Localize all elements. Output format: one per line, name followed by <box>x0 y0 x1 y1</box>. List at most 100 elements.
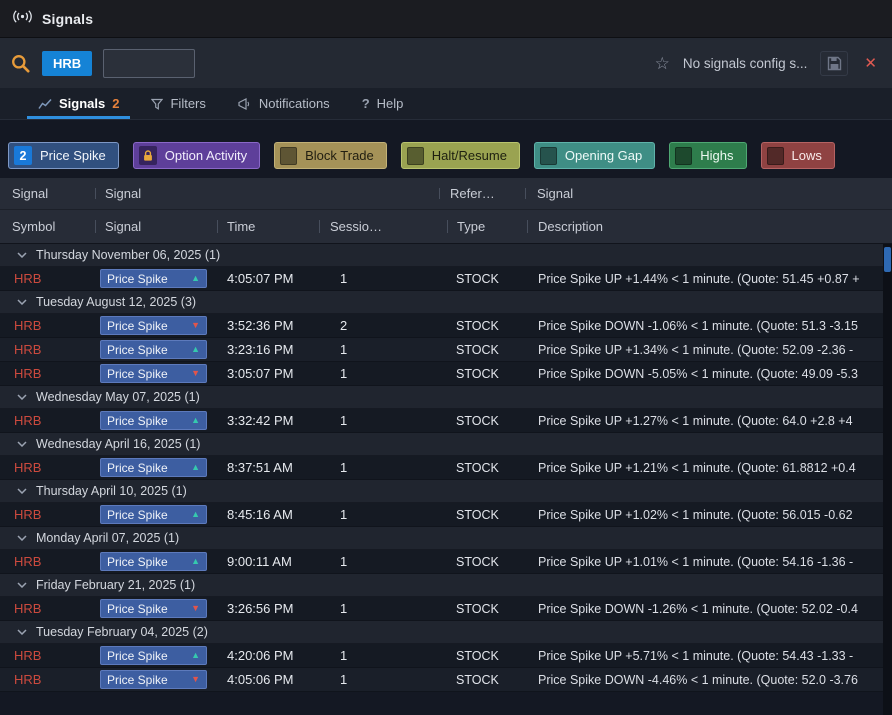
broadcast-icon <box>13 9 32 29</box>
signal-row[interactable]: HRB Price Spike ▼ 3:05:07 PM 1 STOCK Price Spi… <box>0 362 892 386</box>
tab-label: Help <box>376 96 404 111</box>
down-arrow-icon: ▼ <box>191 603 200 613</box>
filter-chip-label: Block Trade <box>305 148 374 163</box>
signal-cell: Price Spike ▼ <box>96 670 218 689</box>
tab-filters[interactable]: Filters <box>139 88 217 119</box>
signal-row[interactable]: HRB Price Spike ▲ 3:32:42 PM 1 STOCK Price Spi… <box>0 409 892 433</box>
group-header-cell[interactable]: Signal <box>0 178 96 209</box>
symbol-search-input[interactable] <box>103 48 196 78</box>
group-header-cell[interactable]: Signal <box>96 178 440 209</box>
toolbar-right: ☆ No signals config s... ✕ <box>654 50 882 76</box>
time-cell: 3:32:42 PM <box>227 413 294 428</box>
signal-chip-label: Price Spike <box>107 366 168 381</box>
chevron-down-icon[interactable] <box>17 252 27 258</box>
signal-chip[interactable]: Price Spike ▼ <box>100 599 207 618</box>
signal-cell: Price Spike ▲ <box>96 269 218 288</box>
signal-row[interactable]: HRB Price Spike ▲ 3:23:16 PM 1 STOCK Price Spi… <box>0 338 892 362</box>
down-arrow-icon: ▼ <box>191 368 200 378</box>
column-header-symbol[interactable]: Symbol <box>0 210 96 243</box>
chevron-down-icon[interactable] <box>17 488 27 494</box>
chevron-down-icon[interactable] <box>17 582 27 588</box>
chevron-down-icon[interactable] <box>17 441 27 447</box>
signal-row[interactable]: HRB Price Spike ▼ 3:52:36 PM 2 STOCK Price Spi… <box>0 314 892 338</box>
column-header-time[interactable]: Time <box>218 210 320 243</box>
signal-chip[interactable]: Price Spike ▲ <box>100 340 207 359</box>
filter-chip-option-activity[interactable]: Option Activity <box>132 142 261 169</box>
date-group-row[interactable]: Monday April 07, 2025 (1) <box>0 527 892 550</box>
type-cell: STOCK <box>456 507 499 522</box>
symbol-badge[interactable]: HRB <box>42 50 93 76</box>
chip-checkbox[interactable] <box>280 146 298 165</box>
save-button[interactable] <box>820 50 849 76</box>
signal-row[interactable]: HRB Price Spike ▼ 3:26:56 PM 1 STOCK Price Spi… <box>0 597 892 621</box>
config-status-text: No signals config s... <box>682 55 808 71</box>
date-group-row[interactable]: Wednesday May 07, 2025 (1) <box>0 386 892 409</box>
signal-chip[interactable]: Price Spike ▼ <box>100 670 207 689</box>
signal-row[interactable]: HRB Price Spike ▲ 8:37:51 AM 1 STOCK Price Spi… <box>0 456 892 480</box>
chevron-down-icon[interactable] <box>17 394 27 400</box>
chevron-down-icon[interactable] <box>17 535 27 541</box>
tab-bar: Signals 2 Filters Notifications ? Help <box>0 88 892 120</box>
date-group-row[interactable]: Friday February 21, 2025 (1) <box>0 574 892 597</box>
scrollbar[interactable] <box>883 244 892 715</box>
date-group-row[interactable]: Thursday November 06, 2025 (1) <box>0 244 892 267</box>
column-header-session[interactable]: Sessio… <box>320 210 448 243</box>
filter-chip-halt-resume[interactable]: Halt/Resume <box>400 142 520 169</box>
signal-cell: Price Spike ▲ <box>96 505 218 524</box>
description-cell: Price Spike UP +1.44% < 1 minute. (Quote… <box>538 271 860 286</box>
date-group-row[interactable]: Tuesday August 12, 2025 (3) <box>0 291 892 314</box>
scrollbar-thumb[interactable] <box>884 247 891 272</box>
down-arrow-icon: ▼ <box>191 320 200 330</box>
group-date-label: Monday April 07, 2025 (1) <box>36 531 180 545</box>
description-cell: Price Spike DOWN -5.05% < 1 minute. (Quo… <box>538 366 858 381</box>
filter-chip-block-trade[interactable]: Block Trade <box>274 142 387 169</box>
signal-row[interactable]: HRB Price Spike ▲ 4:05:07 PM 1 STOCK Price Spi… <box>0 267 892 291</box>
type-cell: STOCK <box>456 554 499 569</box>
column-header-description[interactable]: Description <box>538 219 604 234</box>
filter-chip-highs[interactable]: Highs <box>669 142 747 169</box>
star-icon[interactable]: ☆ <box>654 53 670 73</box>
chip-checkbox[interactable] <box>675 146 693 165</box>
chevron-down-icon[interactable] <box>17 629 27 635</box>
group-header-cell[interactable]: Signal <box>537 186 574 201</box>
signal-row[interactable]: HRB Price Spike ▲ 8:45:16 AM 1 STOCK Price Spi… <box>0 503 892 527</box>
type-cell: STOCK <box>456 366 499 381</box>
signal-chip[interactable]: Price Spike ▲ <box>100 552 207 571</box>
signal-chip[interactable]: Price Spike ▲ <box>100 646 207 665</box>
symbol-cell: HRB <box>14 366 42 381</box>
session-cell: 1 <box>340 648 348 663</box>
signal-chip-label: Price Spike <box>107 413 168 428</box>
search-icon[interactable] <box>10 53 31 74</box>
signal-chip[interactable]: Price Spike ▼ <box>100 364 207 383</box>
tab-help[interactable]: ? Help <box>350 88 416 119</box>
signal-row[interactable]: HRB Price Spike ▼ 4:05:06 PM 1 STOCK Price Spi… <box>0 668 892 692</box>
chip-checkbox[interactable] <box>539 146 557 165</box>
filter-chip-lows[interactable]: Lows <box>760 142 835 169</box>
type-cell: STOCK <box>456 318 499 333</box>
signal-chip-label: Price Spike <box>107 554 168 569</box>
chevron-down-icon[interactable] <box>17 299 27 305</box>
signal-chip[interactable]: Price Spike ▲ <box>100 269 207 288</box>
column-header-type[interactable]: Type <box>448 210 528 243</box>
close-icon[interactable]: ✕ <box>864 55 877 72</box>
signal-row[interactable]: HRB Price Spike ▲ 9:00:11 AM 1 STOCK Price Spi… <box>0 550 892 574</box>
signal-chip[interactable]: Price Spike ▲ <box>100 505 207 524</box>
chip-checkbox[interactable] <box>766 146 784 165</box>
date-group-row[interactable]: Thursday April 10, 2025 (1) <box>0 480 892 503</box>
tab-notifications[interactable]: Notifications <box>226 88 342 119</box>
group-header-cell[interactable]: Refer… <box>440 178 526 209</box>
filter-chip-opening-gap[interactable]: Opening Gap <box>533 142 656 169</box>
chip-checkbox[interactable] <box>406 146 424 165</box>
up-arrow-icon: ▲ <box>191 556 200 566</box>
column-header-signal[interactable]: Signal <box>96 210 218 243</box>
signal-row[interactable]: HRB Price Spike ▲ 4:20:06 PM 1 STOCK Price Spi… <box>0 644 892 668</box>
megaphone-icon <box>238 97 252 110</box>
filter-chip-price-spike[interactable]: 2 Price Spike <box>8 142 119 169</box>
signal-chip[interactable]: Price Spike ▲ <box>100 411 207 430</box>
date-group-row[interactable]: Tuesday February 04, 2025 (2) <box>0 621 892 644</box>
tab-signals[interactable]: Signals 2 <box>26 88 131 119</box>
date-group-row[interactable]: Wednesday April 16, 2025 (1) <box>0 433 892 456</box>
signal-chip[interactable]: Price Spike ▲ <box>100 458 207 477</box>
time-cell: 4:05:07 PM <box>227 271 294 286</box>
signal-chip[interactable]: Price Spike ▼ <box>100 316 207 335</box>
